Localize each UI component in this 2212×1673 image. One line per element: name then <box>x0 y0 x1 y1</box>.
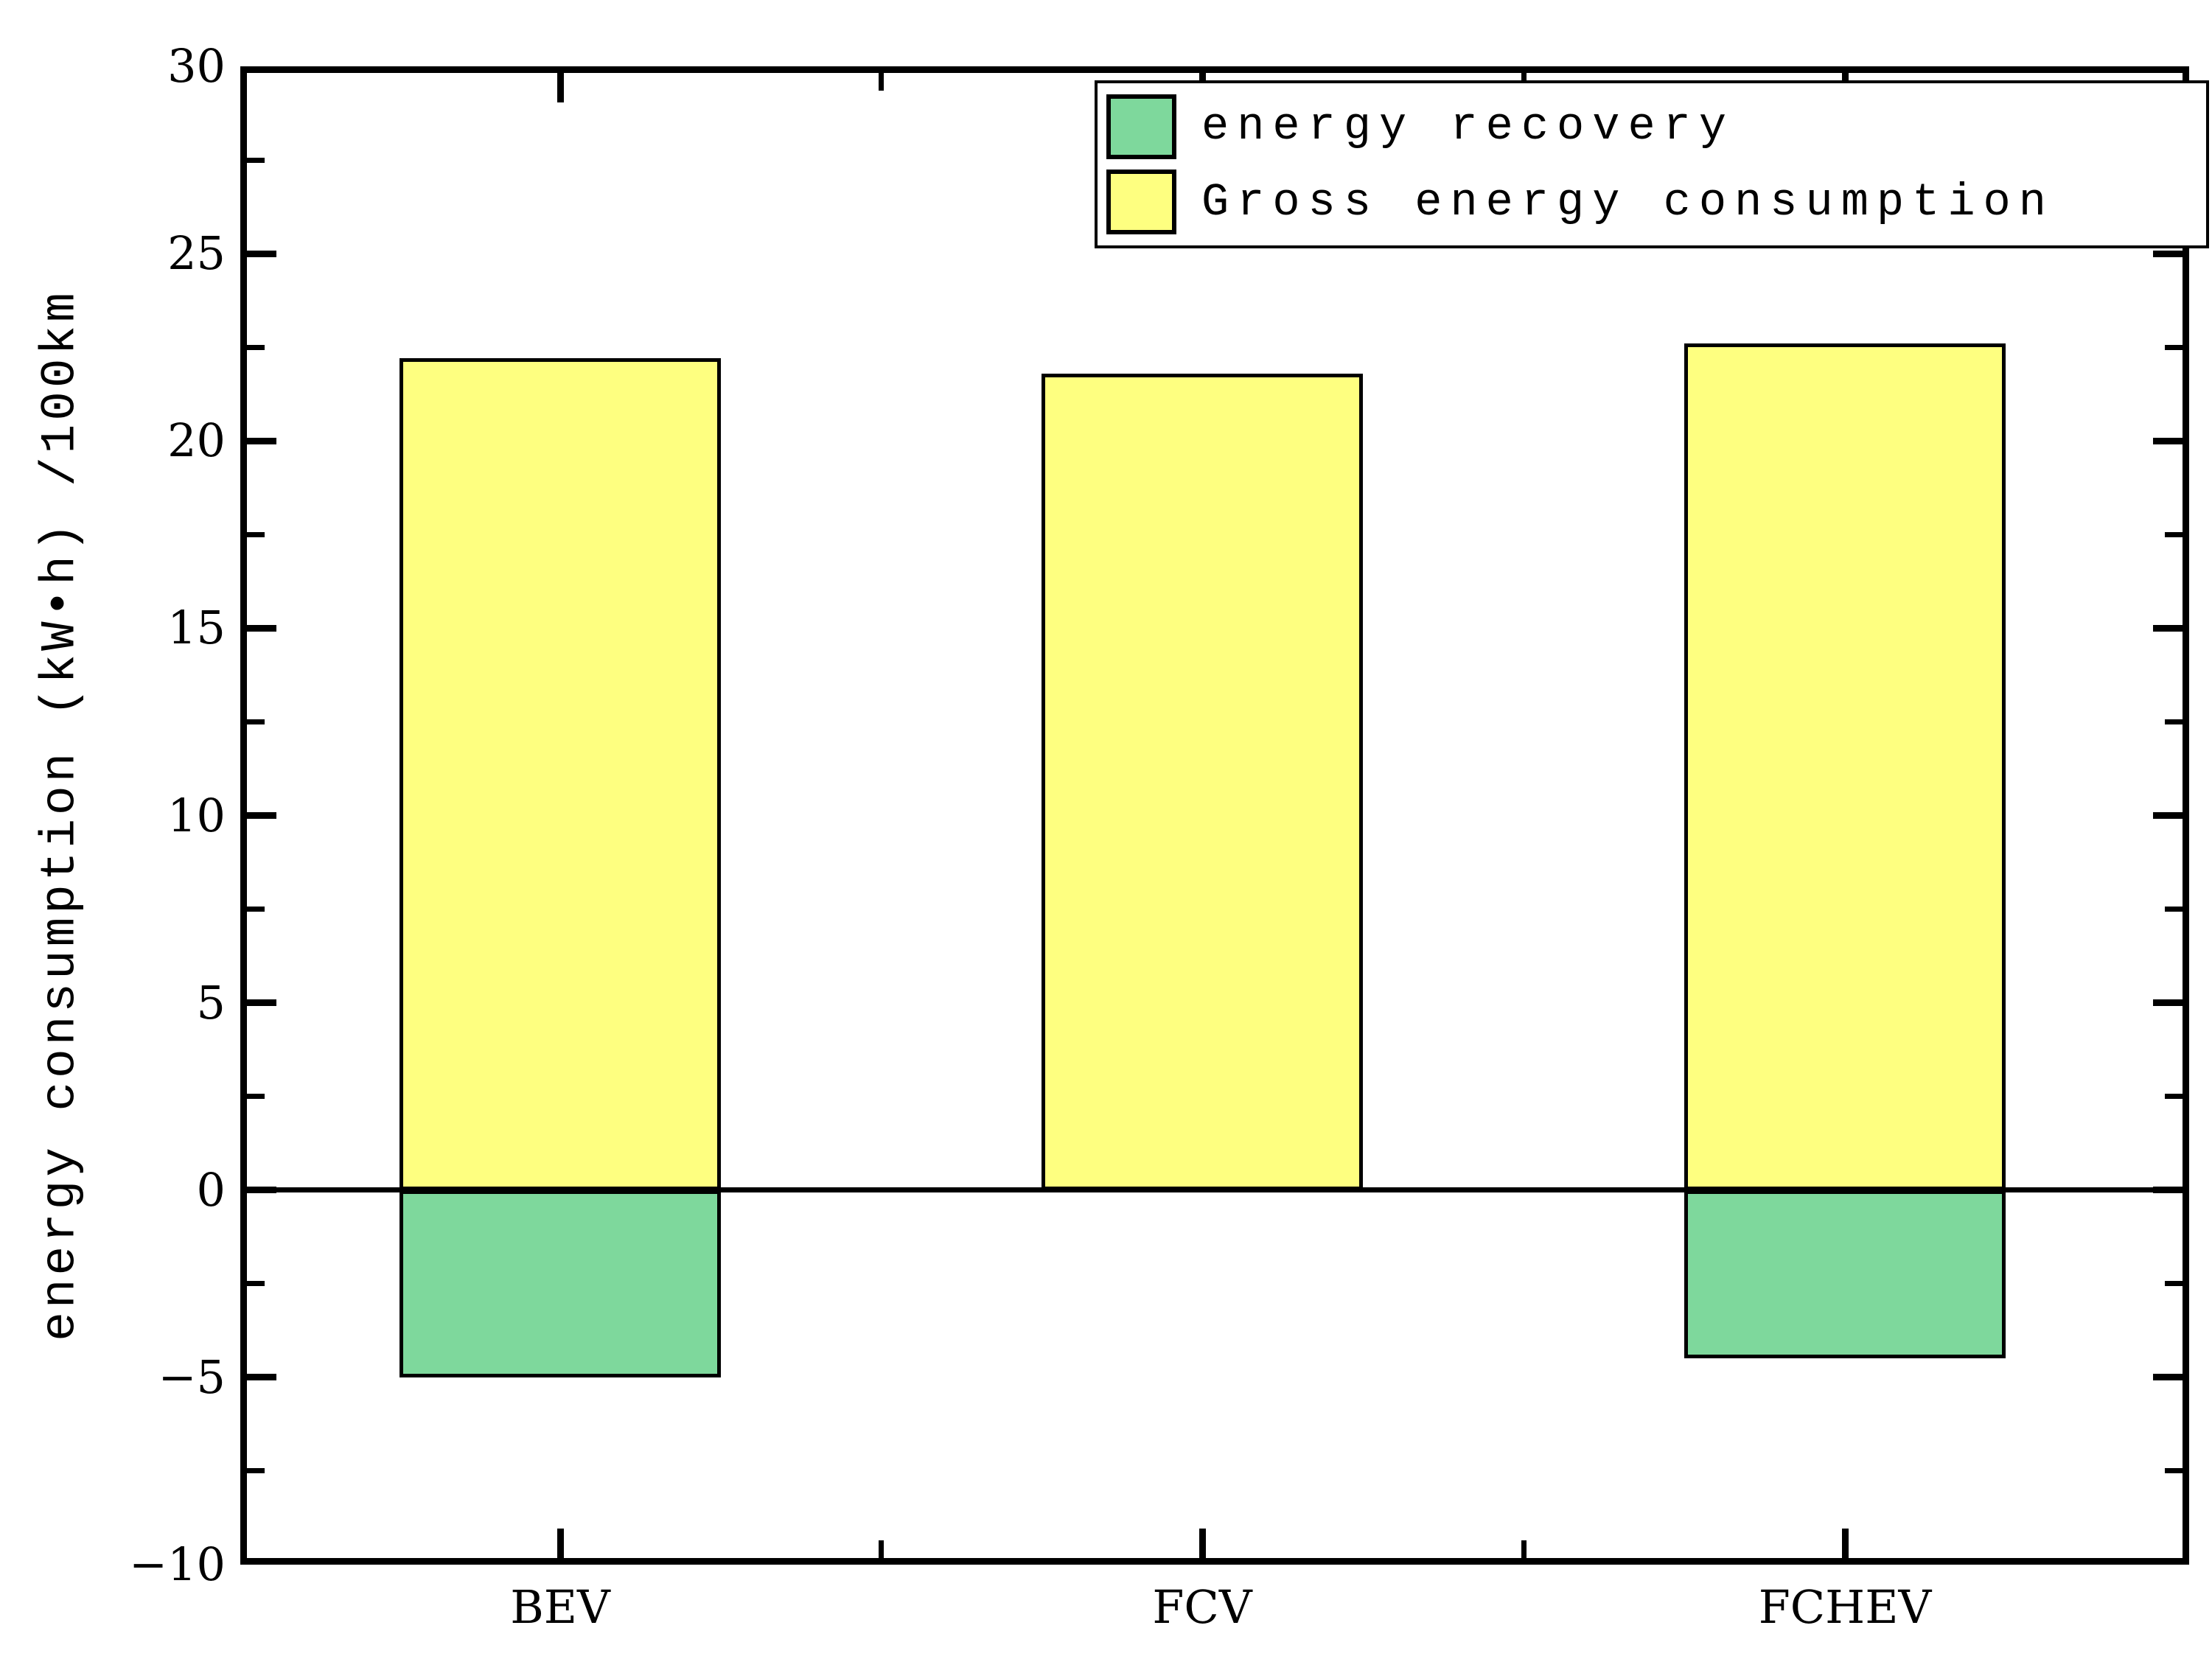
y-major-tick <box>2153 999 2183 1007</box>
y-major-tick <box>247 624 276 632</box>
zero-line <box>240 1187 2189 1193</box>
legend: energy recovery Gross energy consumption <box>1095 80 2209 248</box>
y-tick-label: 30 <box>167 39 226 93</box>
y-minor-tick <box>247 344 265 350</box>
y-major-tick <box>2153 812 2183 819</box>
y-tick-label: 25 <box>167 226 226 281</box>
plot-frame <box>240 66 2189 1565</box>
y-tick-label: 15 <box>167 601 226 655</box>
y-minor-tick <box>247 1094 265 1100</box>
y-minor-tick <box>2165 719 2183 724</box>
x-tick-label: FCHEV <box>1758 1580 1932 1634</box>
y-major-tick <box>2153 624 2183 632</box>
gross-energy-consumption-swatch <box>1106 170 1176 235</box>
x-tick-label: BEV <box>510 1580 610 1634</box>
y-major-tick <box>2153 250 2183 257</box>
x-major-tick <box>557 1529 564 1558</box>
energy-recovery-swatch <box>1106 94 1176 159</box>
gross-energy-consumption-bar-fchev <box>1684 343 2006 1190</box>
x-minor-tick <box>1521 1540 1527 1558</box>
y-minor-tick <box>2165 344 2183 350</box>
y-minor-tick <box>2165 531 2183 537</box>
y-minor-tick <box>2165 1094 2183 1100</box>
x-major-tick <box>1199 1529 1206 1558</box>
x-major-tick <box>557 73 564 102</box>
y-major-tick <box>2153 437 2183 444</box>
y-minor-tick <box>2165 1468 2183 1474</box>
y-minor-tick <box>247 907 265 912</box>
y-minor-tick <box>247 719 265 724</box>
energy-recovery-bar-bev <box>400 1190 721 1377</box>
y-major-tick <box>247 1374 276 1381</box>
x-minor-tick <box>879 73 884 91</box>
y-minor-tick <box>2165 907 2183 912</box>
energy-recovery-bar-fchev <box>1684 1190 2006 1359</box>
legend-item-energy-recovery: energy recovery <box>1106 90 2206 164</box>
y-major-tick <box>247 812 276 819</box>
y-minor-tick <box>247 531 265 537</box>
y-tick-label: −5 <box>158 1349 226 1404</box>
y-major-tick <box>247 437 276 444</box>
y-tick-label: 10 <box>167 788 226 842</box>
x-major-tick <box>1841 1529 1849 1558</box>
legend-label-energy-recovery: energy recovery <box>1201 100 1735 153</box>
y-minor-tick <box>247 157 265 163</box>
y-tick-label: 5 <box>196 975 226 1030</box>
y-major-tick <box>2153 1374 2183 1381</box>
legend-label-gross-energy-consumption: Gross energy consumption <box>1201 175 2054 228</box>
y-tick-label: 0 <box>196 1162 226 1217</box>
y-minor-tick <box>247 1468 265 1474</box>
y-major-tick <box>247 250 276 257</box>
x-tick-label: FCV <box>1152 1580 1252 1634</box>
gross-energy-consumption-bar-bev <box>400 358 721 1190</box>
legend-item-gross-energy-consumption: Gross energy consumption <box>1106 165 2206 239</box>
y-tick-label: 20 <box>167 413 226 468</box>
y-minor-tick <box>247 1281 265 1287</box>
y-minor-tick <box>2165 1281 2183 1287</box>
y-tick-label: −10 <box>129 1537 226 1591</box>
y-major-tick <box>247 999 276 1007</box>
gross-energy-consumption-bar-fcv <box>1042 373 1363 1190</box>
x-minor-tick <box>879 1540 884 1558</box>
